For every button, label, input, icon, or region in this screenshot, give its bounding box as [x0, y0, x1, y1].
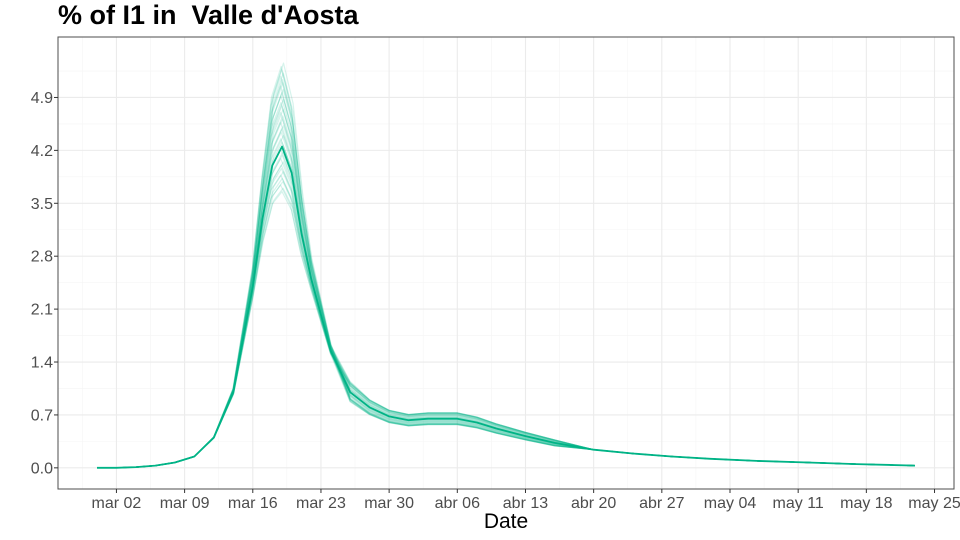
ensemble-line [97, 128, 916, 469]
y-tick-label: 3.5 [31, 196, 53, 213]
ensemble-line [97, 144, 916, 469]
ensemble-line [97, 88, 916, 469]
ensemble-line [97, 118, 916, 469]
y-axis: 0.0 0.7 1.4 2.1 2.8 3.5 4.2 4.9 [31, 90, 58, 477]
ensemble-line [97, 141, 916, 469]
ensemble-line [97, 148, 916, 469]
median-line [97, 145, 916, 469]
y-tick-label: 0.7 [31, 407, 53, 424]
median-series [97, 145, 916, 469]
ensemble-line [97, 85, 916, 469]
major-grid [58, 37, 954, 489]
x-tick-label: mar 30 [364, 495, 414, 512]
y-tick-label: 4.2 [31, 143, 53, 160]
ensemble-line [97, 65, 916, 469]
chart-title: % of I1 in Valle d'Aosta [58, 0, 359, 30]
x-tick-label: abr 27 [639, 495, 684, 512]
x-tick-label: may 18 [840, 495, 893, 512]
x-tick-label: mar 09 [160, 495, 210, 512]
ensemble-line [97, 79, 916, 469]
y-tick-label: 0.0 [31, 460, 53, 477]
x-tick-label: may 04 [704, 495, 757, 512]
ensemble-line [97, 138, 916, 469]
ensemble-line [97, 102, 916, 469]
y-tick-label: 4.9 [31, 90, 53, 107]
y-tick-label: 2.1 [31, 302, 53, 319]
ensemble-line [97, 72, 916, 469]
x-tick-label: abr 20 [571, 495, 616, 512]
x-tick-label: abr 13 [503, 495, 548, 512]
x-tick-label: may 25 [908, 495, 960, 512]
x-axis-title: Date [483, 510, 529, 533]
ensemble-line [97, 75, 916, 469]
ensemble-line [97, 82, 916, 469]
x-tick-label: mar 16 [228, 495, 278, 512]
y-tick-label: 2.8 [31, 249, 53, 266]
x-axis: mar 02 mar 09 mar 16 mar 23 mar 30 abr 06 abr … [92, 489, 960, 512]
ensemble-line [97, 135, 916, 469]
ensemble-line [97, 121, 916, 469]
ensemble-line [97, 69, 916, 469]
ensemble-line [97, 105, 916, 469]
x-tick-label: mar 02 [92, 495, 142, 512]
ensemble-line [97, 92, 916, 469]
x-tick-label: mar 23 [296, 495, 346, 512]
x-tick-label: may 11 [773, 495, 824, 512]
ensemble-line [97, 131, 916, 469]
plot-border [57, 36, 955, 490]
ensemble-line [97, 95, 916, 469]
y-tick-label: 1.4 [31, 355, 53, 372]
x-tick-label: abr 06 [435, 495, 480, 512]
ensemble-line [97, 98, 916, 469]
minor-grid [58, 37, 954, 489]
ensemble-line [97, 108, 916, 469]
